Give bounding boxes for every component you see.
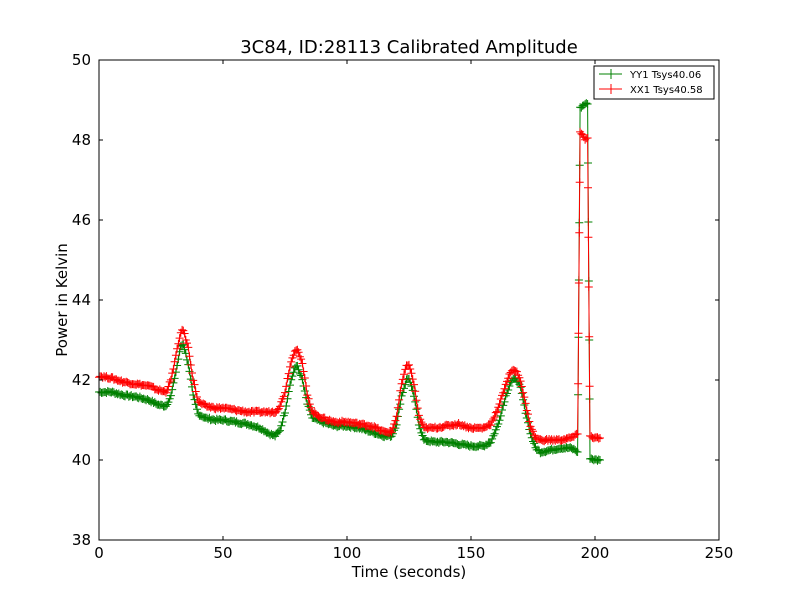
- series-layer: [95, 99, 604, 465]
- y-tick-label: 40: [72, 451, 91, 469]
- x-tick-label: 100: [333, 544, 362, 562]
- y-tick-label: 44: [72, 291, 91, 309]
- y-axis-label: Power in Kelvin: [53, 243, 71, 357]
- series-xx1: [95, 127, 604, 446]
- x-tick-label: 50: [213, 544, 232, 562]
- chart-title: 3C84, ID:28113 Calibrated Amplitude: [240, 37, 578, 58]
- y-tick-label: 42: [72, 371, 91, 389]
- x-tick-label: 250: [705, 544, 734, 562]
- y-tick-label: 38: [72, 531, 91, 549]
- legend-marker-yy1: [606, 69, 616, 79]
- y-axis: 38 40 42 44 46 48 50: [72, 51, 719, 549]
- y-tick-label: 50: [72, 51, 91, 69]
- x-axis-label: Time (seconds): [351, 563, 467, 581]
- x-tick-label: 200: [581, 544, 610, 562]
- legend: YY1 Tsys40.06 XX1 Tsys40.58: [593, 65, 715, 100]
- legend-label-xx1: XX1 Tsys40.58: [630, 85, 703, 96]
- y-tick-label: 46: [72, 211, 91, 229]
- legend-box: [593, 65, 715, 100]
- x-axis: 0 50 100 150 200 250: [94, 60, 733, 562]
- legend-label-yy1: YY1 Tsys40.06: [629, 70, 701, 81]
- legend-marker-xx1: [606, 84, 616, 94]
- x-tick-label: 150: [457, 544, 486, 562]
- y-tick-label: 48: [72, 131, 91, 149]
- x-tick-label: 0: [94, 544, 104, 562]
